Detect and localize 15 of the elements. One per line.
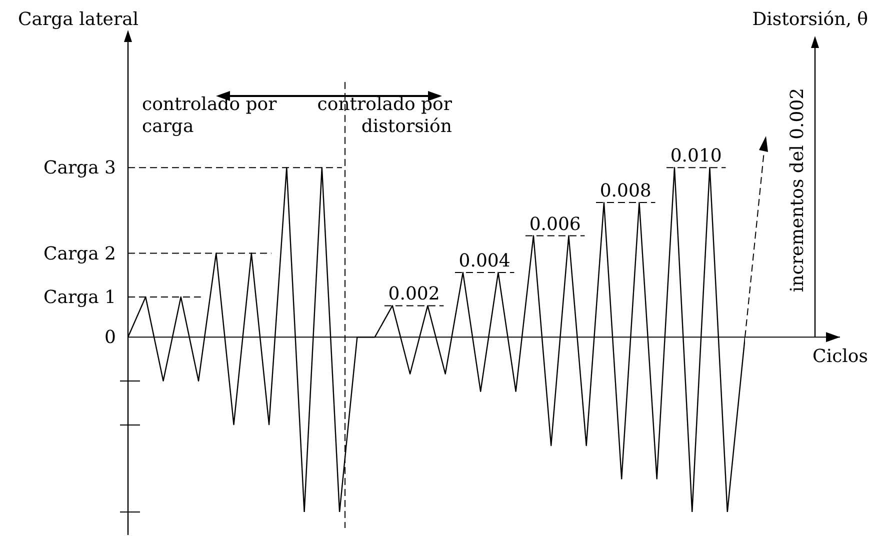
ref-line-label: Carga 2 xyxy=(43,243,116,264)
ref-line-label: 0 xyxy=(104,327,116,348)
text: controlado por distorsión xyxy=(317,94,452,137)
annotation: 0.004 xyxy=(458,250,510,272)
text: incrementos del 0.002 xyxy=(787,88,808,292)
annotation: 0.008 xyxy=(600,180,652,202)
annotation: 0.006 xyxy=(529,214,581,235)
ref-line-label: Carga 3 xyxy=(43,158,116,179)
text: Distorsión, θ xyxy=(752,9,868,30)
text: 0.010 xyxy=(670,146,722,167)
text: Carga lateral xyxy=(18,9,139,30)
annotation: 0.002 xyxy=(388,284,440,305)
x-axis-title: Ciclos xyxy=(812,346,868,367)
ref-line-label: Carga 1 xyxy=(43,286,116,308)
text: controlado por carga xyxy=(142,94,278,137)
